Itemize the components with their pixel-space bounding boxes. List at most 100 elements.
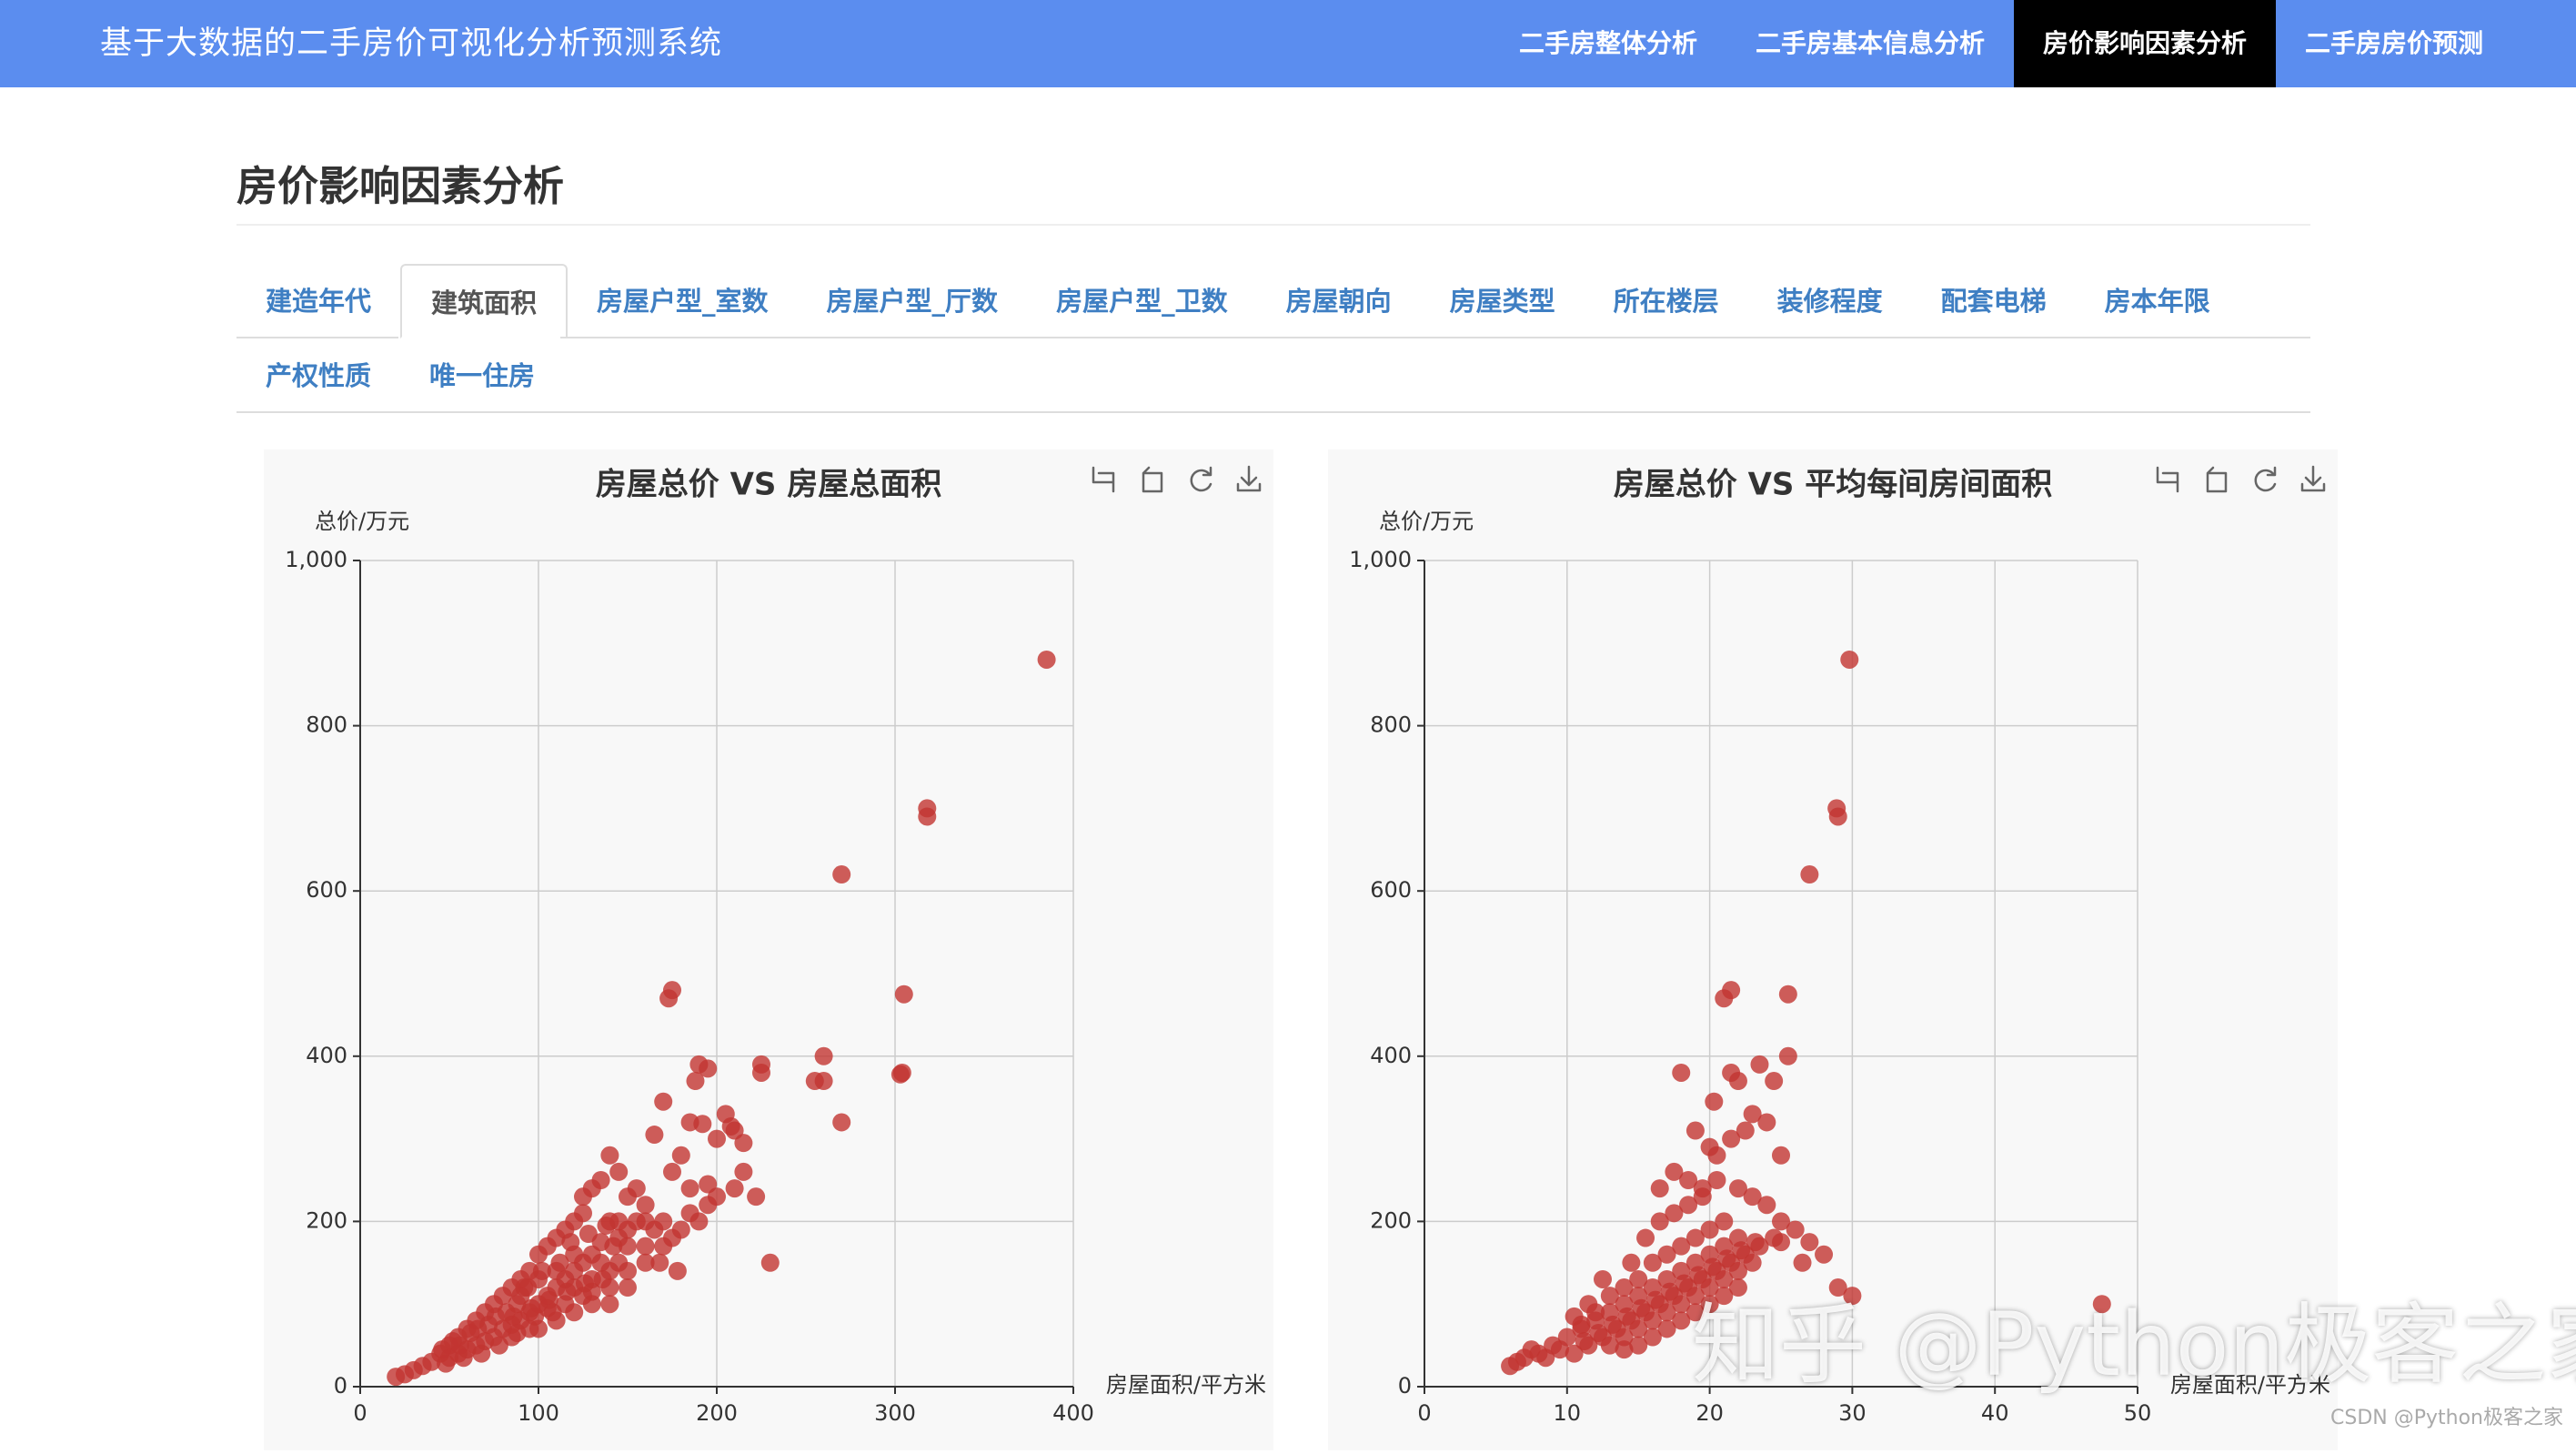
scatter-point[interactable] [1672,1237,1691,1256]
scatter-point[interactable] [1715,1287,1734,1306]
scatter-point[interactable] [468,1319,488,1338]
scatter-chart-avg-room-area-svg[interactable]: 房屋总价 VS 平均每间房间面积 0 200 400 600 800 1,000 0 10 20 3… [1328,449,2338,1450]
scatter-point[interactable] [565,1303,584,1322]
scatter-point[interactable] [600,1146,619,1165]
scatter-point[interactable] [1632,1298,1651,1318]
scatter-point[interactable] [1565,1344,1584,1363]
scatter-point[interactable] [891,1065,910,1084]
scatter-point[interactable] [1672,1295,1691,1314]
scatter-point[interactable] [1629,1319,1648,1338]
scatter-point[interactable] [1728,1278,1747,1297]
scatter-point[interactable] [1665,1204,1684,1223]
scatter-point[interactable] [659,989,679,1008]
scatter-point[interactable] [636,1237,655,1256]
scatter-point[interactable] [619,1278,637,1297]
scatter-point[interactable] [1507,1352,1526,1371]
zoom-reset-icon[interactable] [2202,464,2231,493]
scatter-point[interactable] [433,1340,452,1359]
scatter-point[interactable] [1685,1287,1705,1306]
scatter-point[interactable] [668,1261,687,1280]
scatter-point[interactable] [1815,1245,1834,1264]
scatter-point[interactable] [1746,1233,1765,1252]
scatter-point[interactable] [1717,1249,1736,1268]
tab-hall-count[interactable]: 房屋户型_厅数 [826,286,999,317]
download-icon[interactable] [2299,464,2328,493]
scatter-point[interactable] [1675,1274,1694,1293]
scatter-point[interactable] [814,1072,833,1091]
scatter-point[interactable] [708,1129,726,1148]
scatter-point[interactable] [1672,1063,1691,1082]
scatter-point[interactable] [1646,1290,1665,1309]
scatter-point[interactable] [1603,1315,1622,1334]
scatter-point[interactable] [1800,1233,1819,1252]
scatter-point[interactable] [574,1187,592,1207]
scatter-point[interactable] [539,1290,558,1309]
zoom-icon[interactable] [1090,464,1119,493]
app-title[interactable]: 基于大数据的二手房价可视化分析预测系统 [100,25,723,62]
scatter-point[interactable] [600,1295,619,1314]
scatter-point[interactable] [1679,1196,1698,1215]
scatter-point[interactable] [1617,1307,1636,1326]
scatter-point[interactable] [1660,1282,1679,1301]
scatter-point[interactable] [1736,1121,1755,1140]
scatter-point[interactable] [437,1354,456,1373]
scatter-point[interactable] [636,1212,655,1231]
scatter-point[interactable] [489,1336,508,1355]
scatter-point[interactable] [1700,1220,1719,1239]
scatter-point[interactable] [558,1282,577,1301]
scatter-point[interactable] [518,1278,538,1297]
scatter-point[interactable] [1575,1332,1594,1351]
scatter-point[interactable] [1636,1228,1655,1247]
scatter-point[interactable] [650,1253,669,1272]
scatter-point[interactable] [1693,1179,1712,1198]
scatter-point[interactable] [1707,1146,1726,1165]
scatter-point[interactable] [1707,1171,1726,1189]
tab-house-type[interactable]: 房屋类型 [1449,286,1555,317]
scatter-point[interactable] [1743,1253,1762,1272]
scatter-point[interactable] [2092,1295,2111,1314]
tab-floor[interactable]: 所在楼层 [1613,286,1719,317]
scatter-point[interactable] [1705,1092,1724,1111]
scatter-point[interactable] [550,1253,569,1272]
scatter-point[interactable] [693,1115,712,1134]
scatter-point[interactable] [593,1269,612,1288]
scatter-point[interactable] [486,1307,505,1326]
scatter-point[interactable] [1589,1323,1608,1342]
scatter-point[interactable] [1732,1241,1751,1260]
scatter-point[interactable] [1778,1046,1797,1065]
scatter-point[interactable] [1685,1121,1705,1140]
scatter-point[interactable] [671,1146,690,1165]
scatter-point[interactable] [663,1162,681,1181]
scatter-point[interactable] [1629,1336,1648,1355]
scatter-point[interactable] [508,1323,527,1342]
scatter-point[interactable] [760,1253,780,1272]
scatter-point[interactable] [752,1063,770,1082]
scatter-point[interactable] [1665,1162,1684,1181]
scatter-point[interactable] [450,1336,469,1355]
tab-only-home[interactable]: 唯一住房 [429,360,536,391]
nav-price-factors-analysis[interactable]: 房价影响因素分析 [2013,0,2276,87]
scatter-point[interactable] [645,1126,664,1145]
scatter-point[interactable] [1657,1245,1676,1264]
scatter-point[interactable] [1750,1055,1769,1074]
scatter-point[interactable] [1778,984,1797,1004]
scatter-point[interactable] [1722,1129,1741,1148]
zoom-reset-icon[interactable] [1138,464,1167,493]
tab-build-year[interactable]: 建造年代 [266,286,372,317]
scatter-point[interactable] [663,1228,681,1247]
scatter-point[interactable] [680,1179,699,1198]
tab-orientation[interactable]: 房屋朝向 [1285,286,1392,317]
scatter-point[interactable] [1772,1146,1790,1165]
tab-deed-years[interactable]: 房本年限 [2104,286,2210,317]
scatter-point[interactable] [1715,1269,1734,1288]
scatter-point[interactable] [472,1344,491,1363]
zoom-icon[interactable] [2154,464,2183,493]
scatter-point[interactable] [579,1225,598,1244]
download-icon[interactable] [1234,464,1263,493]
scatter-point[interactable] [1600,1287,1619,1306]
restore-icon[interactable] [2250,464,2279,493]
scatter-point[interactable] [832,865,851,884]
scatter-point[interactable] [561,1233,580,1252]
scatter-point[interactable] [1743,1105,1762,1124]
scatter-point[interactable] [619,1237,637,1256]
